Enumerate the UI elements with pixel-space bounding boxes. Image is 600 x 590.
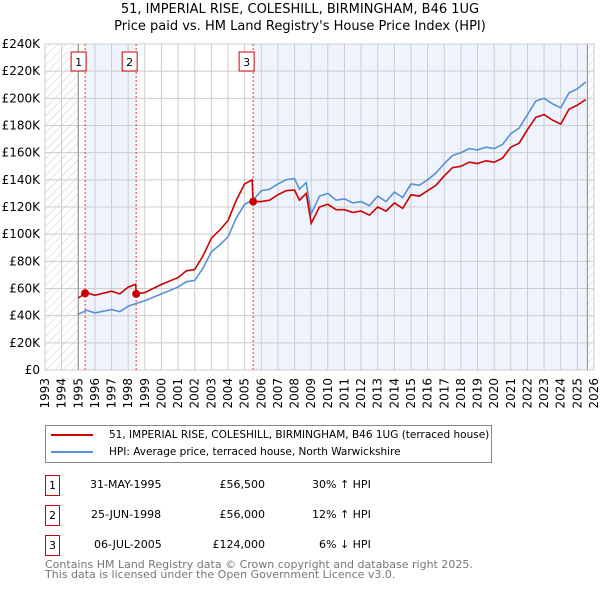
x-tick-label: 1994 bbox=[55, 378, 69, 409]
x-tick-label: 2018 bbox=[454, 378, 468, 409]
sale-number-box bbox=[238, 51, 255, 72]
legend: 51, IMPERIAL RISE, COLESHILL, BIRMINGHAM… bbox=[45, 425, 492, 463]
y-tick-label: £200K bbox=[2, 91, 42, 105]
x-tick-label: 2001 bbox=[171, 378, 185, 409]
y-tick-label: £240K bbox=[2, 37, 42, 51]
sale-point bbox=[132, 289, 141, 298]
footer: Contains HM Land Registry data © Crown c… bbox=[45, 558, 473, 581]
y-tick-label: £160K bbox=[2, 146, 42, 160]
x-tick-label: 2026 bbox=[587, 378, 600, 409]
sale-hpi-diff: 6% ↓ HPI bbox=[319, 538, 371, 551]
x-tick-label: 2009 bbox=[304, 378, 318, 409]
x-tick-label: 2012 bbox=[354, 378, 368, 409]
x-tick-label: 2008 bbox=[288, 378, 302, 409]
sale-number-label: 2 bbox=[126, 56, 133, 69]
sale-hpi-diff: 12% ↑ HPI bbox=[312, 508, 371, 521]
hpi-series-line bbox=[77, 81, 587, 316]
x-tick-label: 2022 bbox=[520, 378, 534, 409]
x-tick-label: 2010 bbox=[321, 378, 335, 409]
chart-title: 51, IMPERIAL RISE, COLESHILL, BIRMINGHAM… bbox=[120, 2, 480, 17]
legend-swatch-red bbox=[51, 434, 93, 436]
sale-number-label: 3 bbox=[243, 56, 250, 69]
x-tick-label: 2011 bbox=[337, 378, 351, 409]
footer-licence: This data is licensed under the Open Gov… bbox=[45, 568, 396, 581]
sale-number-badge: 1 bbox=[45, 475, 60, 496]
sale-hpi-diff: 30% ↑ HPI bbox=[312, 478, 371, 491]
y-tick-label: £180K bbox=[2, 119, 42, 133]
footer-copyright: Contains HM Land Registry data © Crown c… bbox=[45, 558, 473, 571]
legend-item-hpi: HPI: Average price, terraced house, Nort… bbox=[51, 444, 401, 460]
x-tick-label: 2003 bbox=[204, 378, 218, 409]
x-tick-label: 1996 bbox=[88, 378, 102, 409]
x-tick-label: 2023 bbox=[537, 378, 551, 409]
legend-swatch-blue bbox=[51, 451, 93, 453]
x-tick-label: 2024 bbox=[554, 378, 568, 409]
sale-date: 06-JUL-2005 bbox=[94, 538, 162, 551]
plot-area: 1993 1994 1995 1996 1997 1998 1999 2000 2001 2002… bbox=[2, 37, 600, 409]
x-tick-label: 2013 bbox=[371, 378, 385, 409]
sale-price: £56,500 bbox=[219, 478, 266, 491]
x-tick-label: 2021 bbox=[504, 378, 518, 409]
y-tick-label: £120K bbox=[2, 200, 42, 214]
x-tick-label: 2005 bbox=[238, 378, 252, 409]
y-tick-label: £140K bbox=[2, 173, 42, 187]
y-tick-label: £20K bbox=[9, 336, 41, 350]
x-tick-label: 2007 bbox=[271, 378, 285, 409]
sale-date: 25-JUN-1998 bbox=[91, 508, 162, 521]
y-tick-label: £80K bbox=[9, 254, 41, 268]
sale-number-badge: 3 bbox=[45, 535, 60, 556]
chart-subtitle: Price paid vs. HM Land Registry's House … bbox=[114, 19, 486, 34]
sale-number-box bbox=[70, 51, 87, 72]
x-tick-label: 2002 bbox=[188, 378, 202, 409]
x-tick-label: 1993 bbox=[38, 378, 52, 409]
x-tick-label: 2015 bbox=[404, 378, 418, 409]
plot-border bbox=[44, 43, 595, 371]
legend-label: HPI: Average price, terraced house, Nort… bbox=[109, 446, 401, 458]
y-tick-label: £100K bbox=[2, 227, 42, 241]
x-tick-label: 2004 bbox=[221, 378, 235, 409]
sale-price: £56,000 bbox=[219, 508, 266, 521]
x-tick-label: 2016 bbox=[421, 378, 435, 409]
x-tick-label: 2019 bbox=[471, 378, 485, 409]
y-tick-label: £0 bbox=[25, 363, 40, 377]
x-tick-label: 2014 bbox=[387, 378, 401, 409]
sale-number-box bbox=[121, 51, 138, 72]
x-tick-label: 1997 bbox=[105, 378, 119, 409]
x-tick-label: 2025 bbox=[570, 378, 584, 409]
x-tick-label: 1998 bbox=[121, 378, 135, 409]
y-tick-label: £40K bbox=[9, 309, 41, 323]
x-tick-label: 2017 bbox=[437, 378, 451, 409]
x-tick-label: 1999 bbox=[138, 378, 152, 409]
y-tick-label: £220K bbox=[2, 64, 42, 78]
x-tick-label: 1995 bbox=[71, 378, 85, 409]
sale-date: 31-MAY-1995 bbox=[90, 478, 162, 491]
x-tick-label: 2020 bbox=[487, 378, 501, 409]
x-tick-label: 2000 bbox=[154, 378, 168, 409]
sale-point bbox=[81, 289, 90, 298]
legend-label: 51, IMPERIAL RISE, COLESHILL, BIRMINGHAM… bbox=[109, 429, 490, 441]
sale-number-label: 1 bbox=[75, 56, 82, 69]
legend-item-price-paid: 51, IMPERIAL RISE, COLESHILL, BIRMINGHAM… bbox=[51, 427, 489, 443]
price-paid-series-line bbox=[77, 99, 587, 299]
sale-point bbox=[249, 197, 258, 206]
sale-price: £124,000 bbox=[212, 538, 266, 551]
x-tick-label: 2006 bbox=[254, 378, 268, 409]
y-tick-label: £60K bbox=[9, 282, 41, 296]
sale-number-badge: 2 bbox=[45, 505, 60, 526]
